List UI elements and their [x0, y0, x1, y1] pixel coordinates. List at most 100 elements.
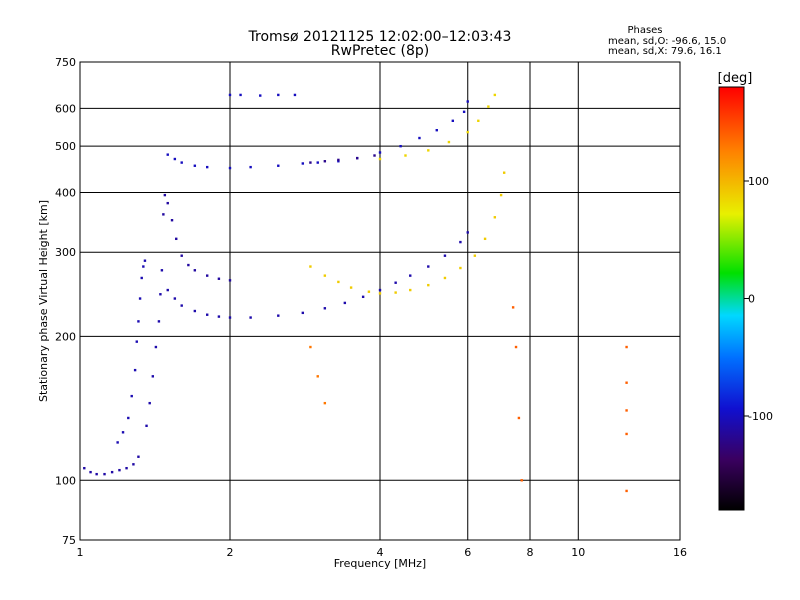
echo-point	[514, 345, 518, 349]
echo-point	[121, 431, 125, 434]
echo-point	[378, 151, 382, 154]
echo-point	[180, 161, 183, 164]
echo-point	[427, 149, 430, 152]
echo-point	[137, 320, 140, 323]
y-tick-label: 500	[55, 140, 76, 153]
colorbar-ticks: 100 0 -100	[744, 175, 773, 423]
echo-point	[394, 281, 397, 284]
echo-point	[228, 166, 232, 170]
echo-point	[517, 416, 521, 420]
echo-point	[175, 237, 178, 241]
echo-point	[110, 470, 114, 474]
echo-point	[487, 105, 490, 108]
echo-point	[309, 345, 312, 349]
echo-point	[427, 265, 430, 268]
echo-point	[130, 394, 133, 398]
echo-point	[394, 291, 397, 294]
echo-point	[511, 306, 515, 309]
colorbar: [deg] 100 0 -100	[718, 71, 773, 511]
echo-point	[418, 136, 421, 140]
echo-point	[378, 292, 382, 295]
echo-point	[459, 240, 462, 244]
x-tick-label: 6	[464, 546, 471, 559]
echo-point	[301, 311, 305, 315]
y-tick-label: 200	[55, 330, 76, 343]
colorbar-label: [deg]	[718, 71, 753, 86]
echo-point	[309, 265, 312, 268]
echo-point	[205, 313, 209, 316]
echo-point	[118, 468, 121, 472]
echo-point	[309, 161, 312, 164]
echo-point	[103, 472, 106, 476]
echo-point	[159, 293, 162, 296]
echo-point	[378, 288, 382, 292]
echo-point	[443, 276, 447, 280]
colorbar-tick-label: 100	[748, 175, 769, 188]
echo-point	[116, 441, 119, 444]
echo-point	[193, 309, 197, 313]
echo-point	[473, 254, 477, 257]
echo-point	[180, 254, 183, 257]
echo-point	[166, 288, 169, 292]
phase-box-line-x: mean, sd,X: 79.6, 16.1	[608, 46, 722, 57]
grid-lines	[80, 62, 680, 540]
echo-point	[323, 401, 327, 405]
echo-point	[451, 119, 455, 123]
echo-point	[337, 280, 340, 284]
echo-point	[228, 279, 232, 282]
echo-point	[83, 466, 86, 470]
echo-point	[217, 277, 221, 280]
echo-point	[409, 288, 412, 292]
x-tick-label: 16	[673, 546, 687, 559]
echo-point	[447, 140, 451, 144]
echo-point	[154, 345, 158, 349]
echo-point	[427, 283, 430, 287]
echo-point	[404, 154, 407, 157]
phase-box-line-o: mean, sd,O: -96.6, 15.0	[608, 36, 726, 47]
echo-point	[145, 424, 148, 428]
echo-point	[95, 472, 98, 476]
x-tick-label: 10	[571, 546, 585, 559]
y-tick-label: 600	[55, 102, 76, 115]
x-tick-label: 2	[227, 546, 234, 559]
echo-point	[462, 110, 466, 114]
echo-point	[166, 153, 169, 156]
echo-point	[205, 165, 209, 169]
echo-point	[228, 316, 232, 319]
y-tick-label: 300	[55, 246, 76, 259]
echo-point	[293, 93, 297, 97]
echo-point	[277, 164, 280, 167]
x-axis-ticks: 1 2 4 6 8 10 16	[77, 546, 688, 559]
echo-point	[435, 128, 438, 132]
echo-point	[228, 93, 232, 97]
echo-point	[180, 304, 183, 307]
echo-point	[277, 314, 280, 317]
echo-point	[349, 286, 353, 289]
x-tick-label: 8	[527, 546, 534, 559]
x-tick-label: 1	[77, 546, 84, 559]
echo-point	[493, 216, 497, 219]
echo-point	[301, 162, 305, 165]
echo-point	[337, 158, 340, 162]
echo-point	[89, 470, 92, 474]
echo-point	[205, 274, 209, 277]
echo-point	[343, 301, 347, 305]
colorbar-tick-label: -100	[748, 410, 773, 423]
colorbar-tick-label: 0	[748, 293, 755, 306]
echo-point	[143, 259, 147, 262]
echo-point	[173, 297, 177, 300]
echo-point	[323, 160, 327, 163]
echo-point	[137, 455, 140, 458]
echo-traces	[83, 93, 628, 493]
echo-point	[249, 316, 252, 319]
echo-point	[249, 165, 252, 169]
phase-box-title: Phases	[627, 25, 662, 36]
y-axis-label: Stationary phase Virtual Height [km]	[37, 200, 50, 402]
echo-point	[142, 265, 145, 268]
echo-point	[133, 368, 137, 372]
x-axis-label: Frequency [MHz]	[334, 557, 426, 570]
plot-frame	[79, 61, 681, 541]
echo-point	[138, 297, 142, 300]
echo-point	[173, 157, 177, 161]
